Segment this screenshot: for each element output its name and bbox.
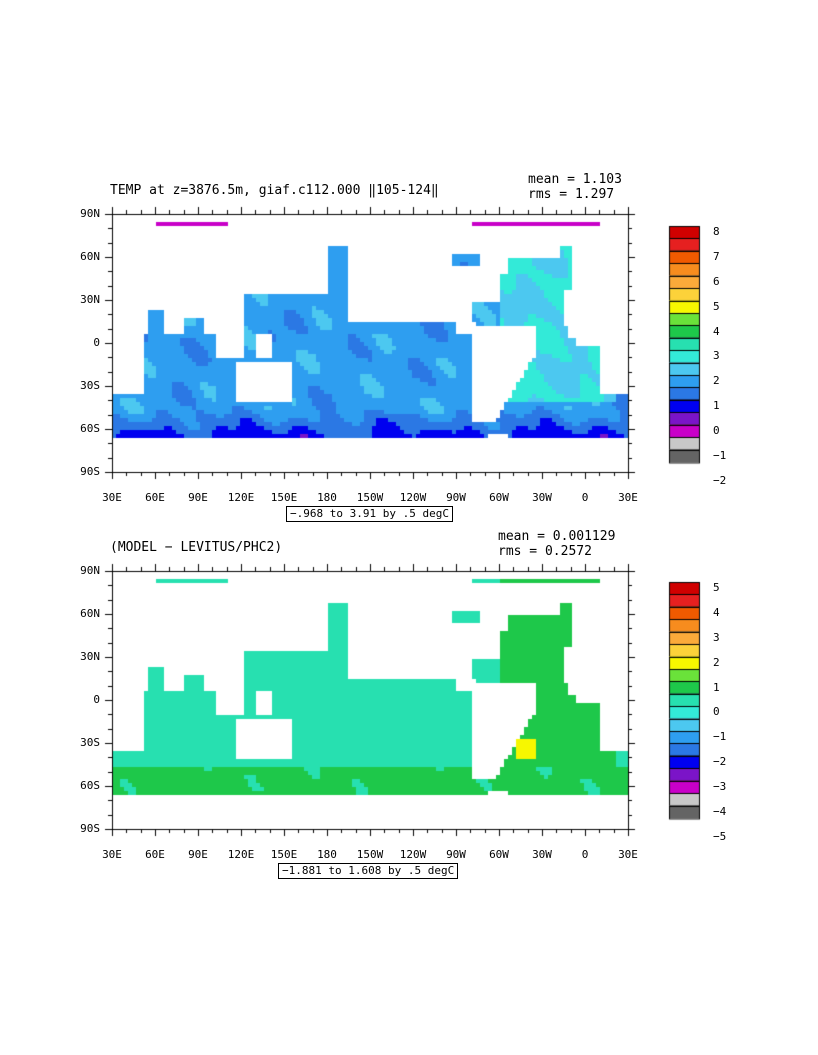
lon-tick-label: 30E <box>618 848 638 861</box>
lon-tick-label: 30W <box>532 848 552 861</box>
colorbar-tick-label: 5 <box>713 300 720 313</box>
colorbar-tick-label: 1 <box>713 681 720 694</box>
panel1-range-label: −.968 to 3.91 by .5 degC <box>286 506 453 522</box>
lon-tick-label: 30E <box>618 491 638 504</box>
panel2-mean: mean = 0.001129 <box>498 529 616 544</box>
lat-tick-label: 30N <box>80 293 100 306</box>
lon-tick-label: 90E <box>188 848 208 861</box>
lon-tick-label: 90W <box>446 491 466 504</box>
panel2-range-label: −1.881 to 1.608 by .5 degC <box>278 863 459 879</box>
lat-tick-label: 30S <box>80 736 100 749</box>
lon-tick-label: 60W <box>489 491 509 504</box>
lon-tick-label: 150W <box>356 848 384 861</box>
lon-tick-label: 60W <box>489 848 509 861</box>
colorbar-tick-label: 5 <box>713 581 720 594</box>
lon-tick-label: 180 <box>317 491 337 504</box>
lat-tick-label: 30N <box>80 650 100 663</box>
colorbar-tick-label: −5 <box>713 830 727 843</box>
colorbar-tick-label: 3 <box>713 631 720 644</box>
lat-tick-label: 90S <box>80 465 100 478</box>
colorbar-tick-label: 3 <box>713 349 720 362</box>
lon-tick-label: 180 <box>317 848 337 861</box>
lat-tick-label: 90S <box>80 822 100 835</box>
lon-tick-label: 120E <box>227 848 255 861</box>
lon-tick-label: 120W <box>399 848 427 861</box>
lat-tick-label: 60S <box>80 422 100 435</box>
lon-tick-label: 150E <box>270 491 298 504</box>
lat-tick-label: 30S <box>80 379 100 392</box>
lon-tick-label: 90E <box>188 491 208 504</box>
colorbar-tick-label: 2 <box>713 374 720 387</box>
lon-tick-label: 30W <box>532 491 552 504</box>
panel2-rms: rms = 0.2572 <box>498 544 592 559</box>
lon-tick-label: 60E <box>145 491 165 504</box>
colorbar-tick-label: 4 <box>713 606 720 619</box>
colorbar-tick-label: −2 <box>713 474 727 487</box>
colorbar-tick-label: 6 <box>713 275 720 288</box>
colorbar-tick-label: −2 <box>713 755 727 768</box>
panel1-mean: mean = 1.103 <box>528 172 622 187</box>
lon-tick-label: 30E <box>102 848 122 861</box>
colorbar-tick-label: 7 <box>713 250 720 263</box>
colorbar-tick-label: −1 <box>713 730 727 743</box>
lat-tick-label: 90N <box>80 564 100 577</box>
lat-tick-label: 0 <box>93 693 100 706</box>
lat-tick-label: 60N <box>80 607 100 620</box>
lon-tick-label: 30E <box>102 491 122 504</box>
lat-tick-label: 60S <box>80 779 100 792</box>
lat-tick-label: 60N <box>80 250 100 263</box>
lon-tick-label: 150E <box>270 848 298 861</box>
lon-tick-label: 120W <box>399 491 427 504</box>
colorbar-tick-label: −1 <box>713 449 727 462</box>
panel2-title: (MODEL − LEVITUS/PHC2) <box>110 540 283 555</box>
lon-tick-label: 150W <box>356 491 384 504</box>
colorbar-tick-label: 8 <box>713 225 720 238</box>
lon-tick-label: 0 <box>581 848 589 861</box>
lon-tick-label: 90W <box>446 848 466 861</box>
colorbar-tick-label: 0 <box>713 424 720 437</box>
lat-tick-label: 90N <box>80 207 100 220</box>
lon-tick-label: 120E <box>227 491 255 504</box>
lat-tick-label: 0 <box>93 336 100 349</box>
lon-tick-label: 60E <box>145 848 165 861</box>
colorbar-tick-label: 0 <box>713 705 720 718</box>
panel1-title: TEMP at z=3876.5m, giaf.c112.000 ‖105-12… <box>110 183 439 198</box>
colorbar-tick-label: 1 <box>713 399 720 412</box>
colorbar-tick-label: 2 <box>713 656 720 669</box>
lon-tick-label: 0 <box>581 491 589 504</box>
panel1-rms: rms = 1.297 <box>528 187 615 202</box>
colorbar-tick-label: −3 <box>713 780 727 793</box>
colorbar-tick-label: 4 <box>713 325 720 338</box>
colorbar-tick-label: −4 <box>713 805 727 818</box>
